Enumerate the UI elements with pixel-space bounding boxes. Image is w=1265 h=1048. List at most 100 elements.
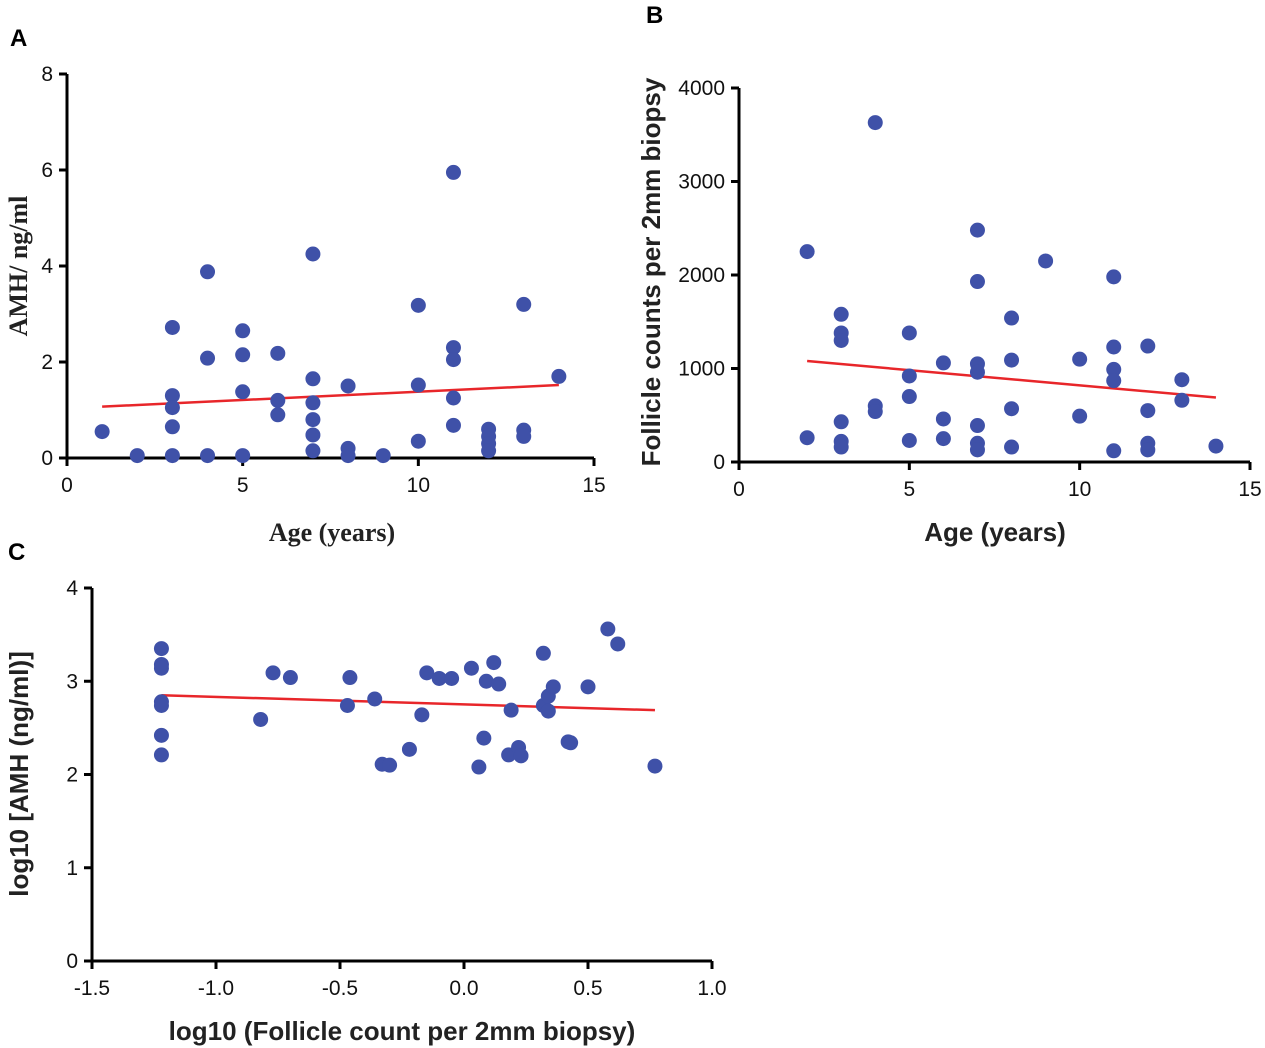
x-tick-label: 15: [582, 474, 605, 497]
data-point: [305, 246, 321, 262]
data-point: [153, 660, 169, 676]
x-tick-label: 5: [903, 478, 915, 501]
data-point: [431, 670, 447, 686]
data-point: [1106, 339, 1122, 355]
panel-b: B 0 5 10 15 0 1000 2000 3000 4000 Age (years) Folli…: [636, 2, 1262, 547]
data-point: [153, 727, 169, 743]
x-axis-label: Age (years): [924, 517, 1066, 547]
data-point: [342, 670, 358, 686]
data-point: [901, 368, 917, 384]
data-point: [969, 364, 985, 380]
data-point: [270, 392, 286, 408]
data-point: [901, 325, 917, 341]
y-tick-label: 6: [41, 159, 53, 182]
data-point: [265, 665, 281, 681]
data-point: [164, 388, 180, 404]
data-point: [340, 448, 356, 464]
data-point: [1106, 443, 1122, 459]
data-point: [471, 759, 487, 775]
data-point: [901, 432, 917, 448]
data-point: [491, 676, 507, 692]
y-tick-label: 0: [713, 451, 725, 474]
data-point: [129, 448, 145, 464]
x-tick-label: -1.0: [198, 977, 234, 1000]
data-point: [503, 702, 519, 718]
data-point: [535, 645, 551, 661]
data-point: [235, 384, 251, 400]
data-point: [647, 758, 663, 774]
data-point: [1072, 351, 1088, 367]
data-point: [270, 407, 286, 423]
data-point: [1004, 310, 1020, 326]
data-point: [339, 697, 355, 713]
data-point: [153, 747, 169, 763]
data-point: [486, 655, 502, 671]
data-point: [1106, 269, 1122, 285]
data-point: [513, 748, 529, 764]
x-tick-label: 0: [733, 478, 745, 501]
panel-letter-b: B: [646, 2, 663, 29]
data-point: [969, 442, 985, 458]
data-point: [164, 419, 180, 435]
regression-line: [161, 693, 655, 712]
data-point: [445, 417, 461, 433]
data-point: [1004, 401, 1020, 417]
y-axis-label: log10 [AMH (ng/ml)]: [4, 651, 34, 897]
x-tick-label: 15: [1238, 478, 1261, 501]
data-point: [833, 439, 849, 455]
data-point: [153, 697, 169, 713]
data-point: [235, 448, 251, 464]
data-point: [1174, 372, 1190, 388]
y-tick-label: 4: [66, 577, 78, 600]
data-point: [1106, 373, 1122, 389]
data-point: [1208, 438, 1224, 454]
y-axis-label: AMH/ ng/ml: [4, 196, 33, 337]
y-tick-label: 3000: [678, 171, 725, 194]
data-point: [200, 448, 216, 464]
data-point: [445, 164, 461, 180]
data-point: [235, 323, 251, 339]
data-point: [1038, 253, 1054, 269]
x-axis-label: Age (years): [269, 518, 395, 547]
data-point: [200, 350, 216, 366]
data-point: [610, 636, 626, 652]
y-axis-label: Follicle counts per 2mm biopsy: [636, 77, 666, 466]
x-axis-label: log10 (Follicle count per 2mm biopsy): [169, 1016, 636, 1046]
y-tick-label: 1000: [678, 358, 725, 381]
data-point: [253, 711, 269, 727]
y-tick-label: 2: [41, 351, 53, 374]
y-tick-label: 4000: [678, 77, 725, 100]
x-tick-label: -1.5: [74, 977, 110, 1000]
y-tick-label: 2: [66, 764, 78, 787]
data-point: [164, 319, 180, 335]
data-point: [969, 274, 985, 290]
data-point: [340, 378, 356, 394]
data-point: [969, 222, 985, 238]
data-point: [463, 660, 479, 676]
y-tick-label: 2000: [678, 264, 725, 287]
data-point: [410, 297, 426, 313]
panel-letter-c: C: [8, 539, 25, 566]
data-point: [969, 418, 985, 434]
data-point: [867, 404, 883, 420]
data-point: [833, 306, 849, 322]
data-point: [935, 431, 951, 447]
data-point: [901, 389, 917, 405]
data-point: [305, 427, 321, 443]
data-point: [410, 377, 426, 393]
y-tick-label: 3: [66, 670, 78, 693]
data-point: [94, 424, 110, 440]
regression-line: [807, 359, 1217, 399]
data-point: [414, 707, 430, 723]
data-point: [563, 735, 579, 751]
y-tick-label: 0: [66, 950, 78, 973]
data-point: [799, 244, 815, 260]
data-point: [445, 390, 461, 406]
data-point: [540, 703, 556, 719]
data-point: [516, 428, 532, 444]
y-tick-label: 0: [41, 447, 53, 470]
data-point: [481, 443, 497, 459]
data-point: [935, 355, 951, 371]
panel-a: A 0 5 10 15 0 2 4 6 8 Age (years) AMH/ ng/ml: [4, 25, 606, 547]
